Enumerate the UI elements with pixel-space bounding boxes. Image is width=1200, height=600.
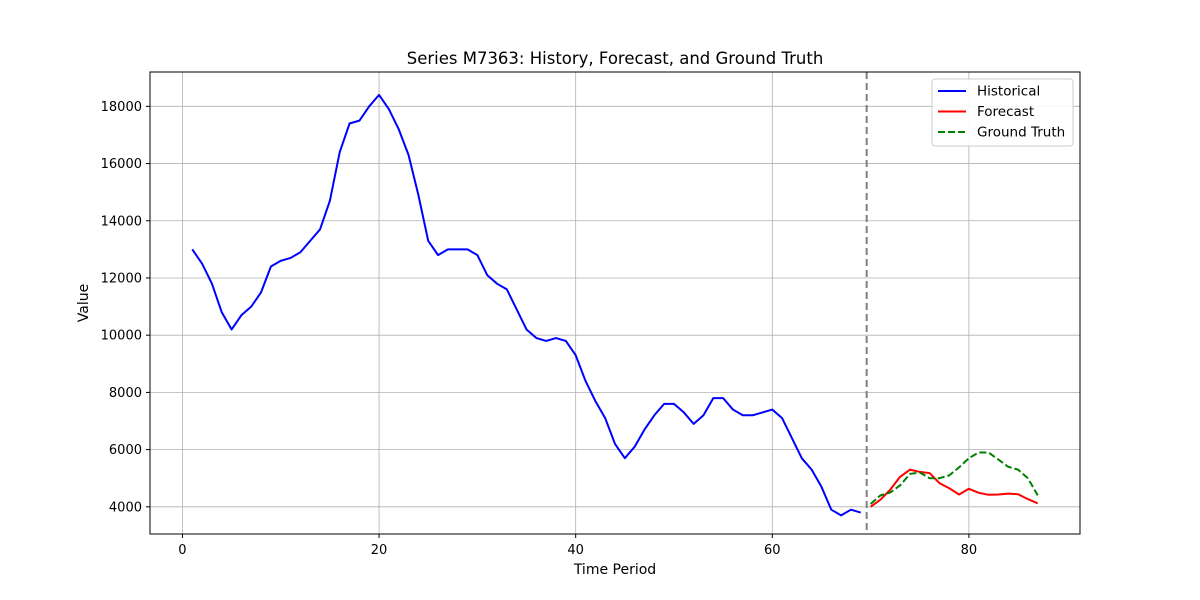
ground-truth-series-line bbox=[869, 451, 1039, 505]
grid bbox=[150, 72, 1080, 534]
y-tick-label: 16000 bbox=[101, 157, 142, 172]
y-tick-label: 14000 bbox=[101, 214, 142, 229]
legend-box bbox=[931, 78, 1074, 147]
y-axis-label: Value bbox=[76, 284, 92, 322]
legend-label-ground-truth: Ground Truth bbox=[977, 125, 1065, 141]
legend-label-historical: Historical bbox=[977, 84, 1040, 100]
series-group bbox=[191, 93, 1039, 517]
legend: Historical Forecast Ground Truth bbox=[931, 78, 1074, 147]
y-tick-label: 6000 bbox=[109, 443, 142, 458]
ticks: 0 20 40 60 80 4000 6000 8000 10000 12000 14000 1600… bbox=[101, 100, 978, 558]
forecast-series-line bbox=[870, 468, 1039, 508]
y-tick-label: 8000 bbox=[109, 386, 142, 401]
x-tick-label: 60 bbox=[764, 543, 781, 558]
y-tick-label: 12000 bbox=[101, 271, 142, 286]
x-tick-label: 0 bbox=[178, 543, 186, 558]
y-tick-label: 4000 bbox=[109, 500, 142, 515]
plot-frame bbox=[149, 71, 1081, 535]
x-tick-label: 40 bbox=[567, 543, 584, 558]
y-tick-label: 18000 bbox=[101, 100, 142, 115]
y-tick-label: 10000 bbox=[101, 329, 142, 344]
x-tick-label: 80 bbox=[961, 543, 978, 558]
chart-title: Series M7363: History, Forecast, and Gro… bbox=[407, 49, 824, 68]
legend-label-forecast: Forecast bbox=[977, 104, 1034, 120]
x-tick-label: 20 bbox=[371, 543, 388, 558]
historical-series-line bbox=[191, 93, 862, 517]
x-axis-label: Time Period bbox=[573, 562, 656, 578]
